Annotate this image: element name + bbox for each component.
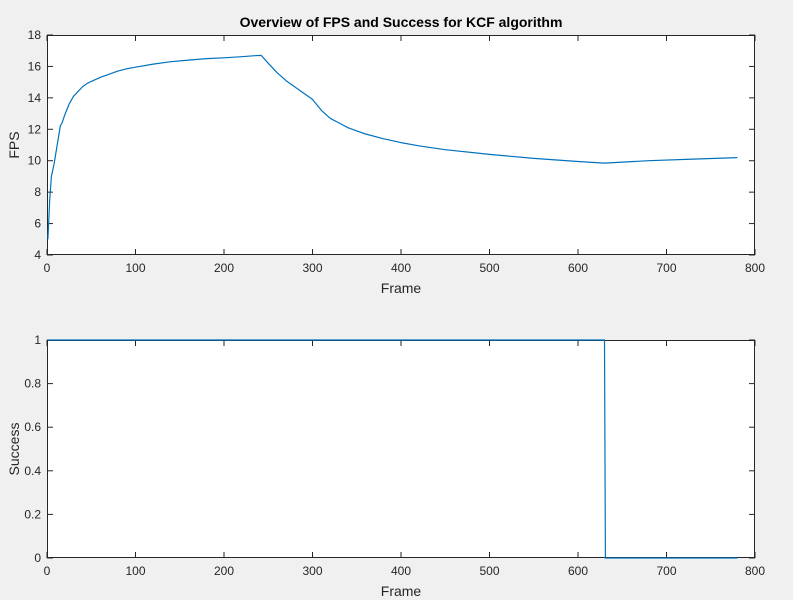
fps-xtick-label: 0 [44, 261, 51, 275]
fps-ytick-label: 16 [28, 59, 42, 73]
fps-series-line [47, 54, 738, 240]
fps-xtick-label: 300 [302, 261, 322, 275]
success-xlabel: Frame [381, 583, 422, 599]
success-series-line [47, 339, 738, 559]
fps-xtick-label: 600 [568, 261, 588, 275]
fps-xtick-label: 100 [125, 261, 145, 275]
fps-xtick-label: 500 [479, 261, 499, 275]
success-xtick-label: 400 [391, 564, 411, 578]
fps-ytick-label: 8 [34, 185, 41, 199]
fps-title: Overview of FPS and Success for KCF algo… [240, 14, 563, 30]
success-ytick-label: 0.6 [24, 420, 41, 434]
success-xtick-label: 100 [125, 564, 145, 578]
fps-ylabel: FPS [6, 131, 22, 158]
success-xtick-label: 300 [302, 564, 322, 578]
plots: 0 100 200 300 400 500 600 700 8004681012141618Fr… [6, 14, 765, 599]
success-ytick-label: 0.8 [24, 377, 41, 391]
success-plot-area [47, 340, 755, 558]
success-ylabel: Success [6, 423, 22, 476]
fps-axes-box [47, 35, 755, 255]
fps-ytick-label: 6 [34, 217, 41, 231]
fps-ytick-label: 14 [28, 91, 42, 105]
fps-ytick-label: 18 [28, 28, 42, 42]
success-ytick-label: 0 [34, 551, 41, 565]
success-ytick-label: 0.2 [24, 507, 41, 521]
fps-xtick-label: 700 [656, 261, 676, 275]
success-ytick-label: 1 [34, 333, 41, 347]
fps-plot-area [47, 35, 755, 255]
success-axes: 0 100 200 300 400 500 600 700 800 0 0.2 0.4 0.6 0.8 1 F… [6, 333, 765, 599]
fps-axes: 0 100 200 300 400 500 600 700 800 4 6 8 10 12 14 16 18 Fr… [6, 14, 765, 296]
success-xtick-label: 0 [44, 564, 51, 578]
fps-xtick-label: 400 [391, 261, 411, 275]
fps-xlabel: Frame [381, 280, 422, 296]
fps-ytick-label: 4 [34, 248, 41, 262]
success-xtick-label: 500 [479, 564, 499, 578]
success-xtick-label: 200 [214, 564, 234, 578]
fps-xtick-label: 200 [214, 261, 234, 275]
success-xtick-label: 700 [656, 564, 676, 578]
success-xtick-label: 800 [745, 564, 765, 578]
success-ytick-label: 0.4 [24, 464, 41, 478]
fps-ytick-label: 12 [28, 122, 42, 136]
fps-xtick-label: 800 [745, 261, 765, 275]
fps-ytick-label: 10 [28, 154, 42, 168]
success-xtick-label: 600 [568, 564, 588, 578]
